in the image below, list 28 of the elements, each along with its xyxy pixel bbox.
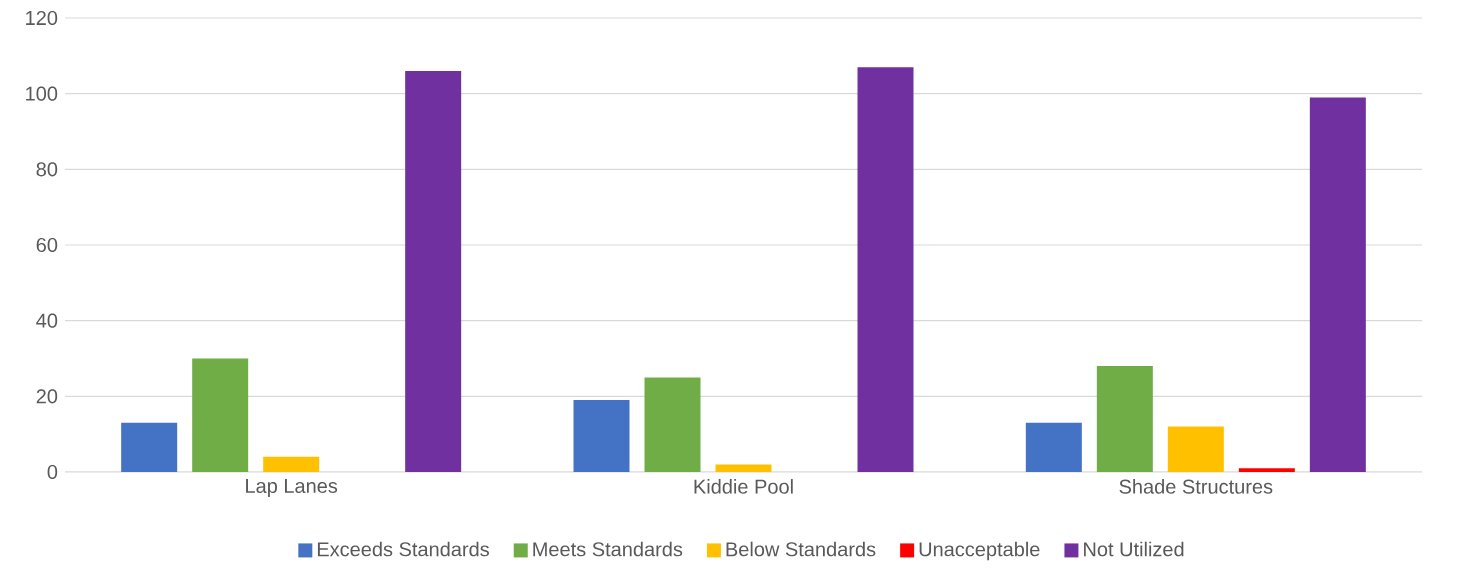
bar [405, 70, 462, 472]
bar [1309, 97, 1366, 472]
bar [121, 422, 178, 472]
y-tick-label: 20 [36, 389, 58, 404]
bar [1096, 366, 1153, 472]
legend-label: Below Standards [726, 541, 876, 557]
legend-label: Unacceptable [919, 541, 1040, 561]
x-tick-label: Shade Structures [1119, 479, 1273, 494]
y-tick-label: 0 [47, 464, 58, 480]
legend-label: Meets Standards [533, 541, 683, 557]
bar [715, 464, 772, 472]
y-tick-label: 100 [26, 86, 58, 101]
bar [857, 67, 914, 472]
y-tick-label: 40 [36, 313, 58, 328]
bar [1167, 426, 1224, 472]
bar [573, 400, 630, 472]
legend-label: Exceeds Standards [317, 541, 489, 557]
bar [263, 456, 320, 472]
x-tick-label: Lap Lanes [246, 479, 338, 497]
y-tick-label: 60 [36, 237, 58, 253]
bar [1025, 422, 1082, 472]
y-tick-label: 120 [26, 10, 58, 26]
bar [1238, 468, 1295, 472]
y-tick-label: 80 [36, 162, 58, 177]
legend-label: Not Utilized [1084, 541, 1184, 557]
x-tick-label: Kiddie Pool [694, 479, 793, 494]
bar [644, 377, 701, 472]
bar [192, 358, 249, 472]
